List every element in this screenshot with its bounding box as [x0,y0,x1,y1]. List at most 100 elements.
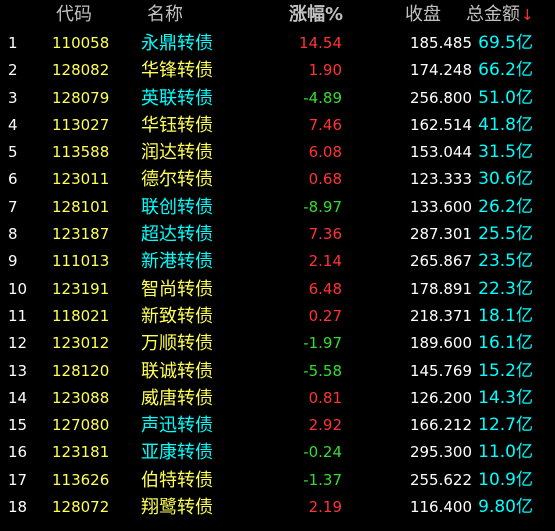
change-percent: 2.19 [308,498,342,517]
column-header-amount[interactable]: 总金额↓ [466,3,534,27]
close-price: 166.212 [409,416,472,435]
row-index: 3 [8,88,18,107]
bond-name: 德尔转债 [141,169,213,191]
change-percent: 0.81 [308,388,342,407]
bond-name: 联创转债 [141,196,213,218]
table-row[interactable]: 12 123012 万顺转债 -1.97 189.600 16.1亿 [0,330,555,357]
bond-name: 超达转债 [141,224,213,246]
close-price: 116.400 [409,498,472,517]
change-percent: -0.24 [303,443,342,462]
table-row[interactable]: 11 118021 新致转债 0.27 218.371 18.1亿 [0,303,555,330]
table-row[interactable]: 17 113626 伯特转债 -1.37 255.622 10.9亿 [0,467,555,494]
table-row[interactable]: 16 123181 亚康转债 -0.24 295.300 11.0亿 [0,439,555,466]
close-price: 255.622 [409,470,472,489]
column-header-amount-label: 总金额 [466,4,520,25]
total-amount: 23.5亿 [478,251,533,272]
change-percent: 2.14 [308,252,342,271]
bond-name: 永鼎转债 [141,33,213,54]
close-price: 133.600 [409,197,472,216]
column-header-name[interactable]: 名称 [147,4,183,25]
table-row[interactable]: 9 111013 新港转债 2.14 265.867 23.5亿 [0,248,555,275]
bond-code: 113588 [52,143,110,162]
change-percent: 7.36 [308,225,342,244]
total-amount: 41.8亿 [478,114,533,135]
row-index: 1 [8,34,18,52]
row-index: 2 [8,61,18,80]
bond-code: 128082 [52,61,110,80]
table-row[interactable]: 13 128120 联诚转债 -5.58 145.769 15.2亿 [0,358,555,385]
total-amount: 30.6亿 [478,169,533,190]
table-row[interactable]: 3 128079 英联转债 -4.89 256.800 51.0亿 [0,85,555,112]
row-index: 6 [8,170,18,189]
change-percent: 2.92 [308,416,342,435]
bond-name: 声迅转债 [141,415,213,437]
total-amount: 12.7亿 [478,415,533,436]
bond-name: 新港转债 [141,251,213,273]
table-row[interactable]: 14 123088 威唐转债 0.81 126.200 14.3亿 [0,385,555,412]
close-price: 174.248 [409,61,472,80]
row-index: 13 [8,361,28,380]
bond-code: 128120 [52,361,110,380]
row-index: 9 [8,252,18,271]
bond-code: 123181 [52,443,110,462]
close-price: 126.200 [409,388,472,407]
table-row[interactable]: 18 128072 翔鹭转债 2.19 116.400 9.80亿 [0,494,555,521]
bond-name: 华钰转债 [141,114,213,136]
table-row[interactable]: 1 110058 永鼎转债 14.54 185.485 69.5亿 [0,30,555,57]
bond-code: 123011 [52,170,110,189]
close-price: 295.300 [409,443,472,462]
table-row[interactable]: 6 123011 德尔转债 0.68 123.333 30.6亿 [0,166,555,193]
sort-descending-icon: ↓ [521,6,534,24]
quote-list: 1 110058 永鼎转债 14.54 185.485 69.5亿 2 128082 华锋转债 1… [0,30,555,521]
total-amount: 15.2亿 [478,360,533,381]
row-index: 12 [8,334,28,353]
table-row[interactable]: 10 123191 智尚转债 6.48 178.891 22.3亿 [0,276,555,303]
change-percent: -8.97 [303,197,342,216]
column-header-code[interactable]: 代码 [56,4,92,25]
change-percent: 0.27 [308,306,342,325]
table-row[interactable]: 2 128082 华锋转债 1.90 174.248 66.2亿 [0,57,555,84]
close-price: 123.333 [409,170,472,189]
row-index: 16 [8,443,28,462]
total-amount: 10.9亿 [478,469,533,490]
row-index: 11 [8,306,28,325]
total-amount: 11.0亿 [478,442,533,463]
bond-code: 128079 [52,88,110,107]
table-row[interactable]: 7 128101 联创转债 -8.97 133.600 26.2亿 [0,194,555,221]
row-index: 4 [8,115,18,134]
table-row[interactable]: 15 127080 声迅转债 2.92 166.212 12.7亿 [0,412,555,439]
bond-code: 128072 [52,498,110,517]
total-amount: 16.1亿 [478,333,533,354]
total-amount: 9.80亿 [478,497,533,518]
column-header-price[interactable]: 收盘 [405,4,441,25]
total-amount: 22.3亿 [478,278,533,299]
bond-code: 110058 [52,34,110,52]
table-row[interactable]: 5 113588 润达转债 6.08 153.044 31.5亿 [0,139,555,166]
bond-code: 123191 [52,279,110,298]
bond-name: 华锋转债 [141,60,213,82]
close-price: 145.769 [409,361,472,380]
change-percent: -4.89 [303,88,342,107]
row-index: 7 [8,197,18,216]
bond-code: 113626 [52,470,110,489]
change-percent: 1.90 [308,61,342,80]
bond-code: 127080 [52,416,110,435]
total-amount: 31.5亿 [478,142,533,163]
table-row[interactable]: 8 123187 超达转债 7.36 287.301 25.5亿 [0,221,555,248]
close-price: 189.600 [409,334,472,353]
table-row[interactable]: 4 113027 华钰转债 7.46 162.514 41.8亿 [0,112,555,139]
bond-name: 亚康转债 [141,442,213,464]
row-index: 15 [8,416,28,435]
bond-name: 万顺转债 [141,333,213,355]
bond-name: 联诚转债 [141,360,213,382]
total-amount: 14.3亿 [478,387,533,408]
column-header-change[interactable]: 涨幅% [289,4,344,25]
bond-name: 翔鹭转债 [141,497,213,519]
row-index: 18 [8,498,28,517]
close-price: 178.891 [409,279,472,298]
row-index: 17 [8,470,28,489]
bond-name: 智尚转债 [141,278,213,300]
bond-code: 118021 [52,306,110,325]
bond-name: 伯特转债 [141,469,213,491]
bond-code: 123187 [52,225,110,244]
